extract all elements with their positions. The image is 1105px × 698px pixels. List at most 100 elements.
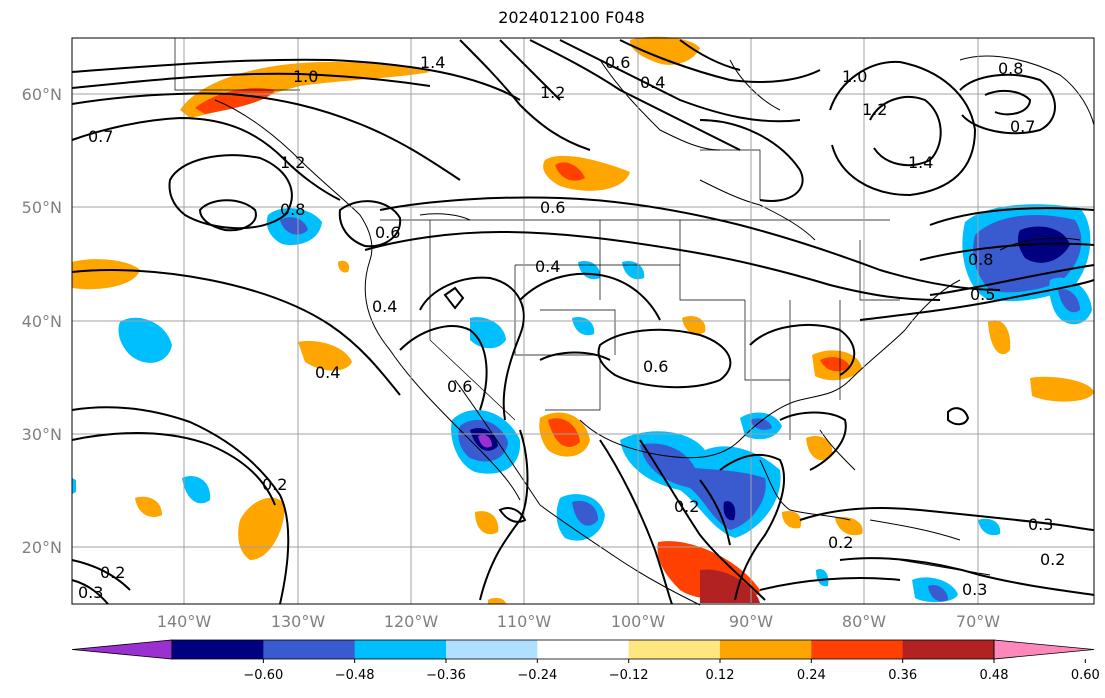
shade-positive	[543, 155, 630, 191]
lon-label: 80°W	[842, 612, 886, 631]
colorbar-swatch	[537, 640, 630, 659]
contour-label: 0.7	[88, 127, 113, 146]
shade-positive	[700, 569, 760, 603]
colorbar-swatch	[354, 640, 447, 659]
lat-label: 50°N	[22, 198, 62, 217]
longitude-axis: 140°W 130°W 120°W 110°W 100°W 90°W 80°W …	[157, 612, 1000, 631]
shade-negative	[816, 568, 829, 587]
contour-label: 0.8	[998, 59, 1023, 78]
colorbar-tick-label: −0.48	[335, 668, 375, 683]
contour-label: 1.4	[908, 153, 933, 172]
contour-label: 0.2	[828, 533, 853, 552]
shade-positive	[555, 162, 585, 181]
colorbar-swatch	[628, 640, 721, 659]
shade-positive	[72, 259, 140, 290]
colorbar-tick-label: 0.12	[706, 668, 735, 683]
shade-positive	[988, 320, 1011, 355]
shade-negative	[578, 260, 601, 280]
colorbar-swatch	[263, 640, 356, 659]
contour-lines	[71, 39, 1095, 605]
contour-label: 0.4	[640, 73, 665, 92]
colorbar-tick-label: 0.36	[888, 668, 917, 683]
coastlines	[214, 55, 1095, 606]
shade-positive	[806, 436, 833, 461]
lon-label: 120°W	[384, 612, 439, 631]
contour-label: 0.4	[372, 297, 397, 316]
contour-label: 0.3	[78, 583, 103, 602]
contour-label: 0.3	[962, 580, 987, 599]
lat-label: 20°N	[22, 538, 62, 557]
shade-positive	[548, 418, 580, 447]
colorbar-extend-high	[993, 639, 1095, 660]
shade-positive	[298, 340, 352, 371]
contour-label: 1.4	[420, 53, 445, 72]
contour-label: 0.6	[375, 223, 400, 242]
shade-positive	[835, 516, 863, 536]
colorbar-swatch	[720, 640, 812, 659]
shade-positive	[630, 36, 700, 65]
shade-negative	[572, 500, 598, 526]
contour-label: 0.2	[100, 563, 125, 582]
shade-negative	[928, 584, 948, 602]
contour-label: 0.5	[970, 285, 995, 304]
lat-label: 30°N	[22, 425, 62, 444]
contour-label: 0.8	[280, 200, 305, 219]
shade-negative	[978, 518, 1001, 536]
shaded-field	[72, 36, 1094, 604]
lat-label: 60°N	[22, 85, 62, 104]
shade-negative	[470, 317, 506, 349]
colorbar-tick-label: 0.48	[980, 668, 1009, 683]
map-frame	[71, 37, 1095, 605]
colorbar-tick-label: −0.12	[609, 668, 649, 683]
shade-positive	[338, 260, 350, 273]
shade-positive	[782, 510, 802, 529]
contour-label: 0.6	[605, 53, 630, 72]
shade-negative	[750, 418, 772, 430]
contour-label: 0.2	[674, 497, 699, 516]
shade-positive	[475, 511, 499, 535]
latitude-axis: 60°N 50°N 40°N 30°N 20°N	[22, 85, 62, 557]
shade-negative	[572, 316, 595, 336]
shade-negative	[72, 478, 76, 494]
shade-positive	[820, 357, 850, 372]
contour-label: 1.0	[842, 67, 867, 86]
lon-label: 140°W	[157, 612, 212, 631]
colorbar-tick-label: 0.60	[1071, 668, 1100, 683]
shade-negative	[723, 501, 736, 521]
contour-label: 0.4	[315, 363, 340, 382]
shade-positive	[180, 62, 430, 118]
contour-label: 1.0	[293, 67, 318, 86]
contour-label: 0.6	[540, 198, 565, 217]
shade-negative	[1058, 289, 1080, 313]
contour-label: 1.2	[540, 83, 565, 102]
shade-negative	[280, 217, 308, 235]
contour-label: 1.2	[280, 153, 305, 172]
contour-label: 0.6	[643, 357, 668, 376]
shade-negative	[478, 434, 492, 448]
contour-label: 0.2	[262, 475, 287, 494]
shade-positive	[238, 497, 285, 560]
lat-label: 40°N	[22, 312, 62, 331]
colorbar-swatch	[172, 640, 264, 659]
political-boundaries	[174, 38, 900, 440]
colorbar-extend-low	[71, 639, 173, 660]
lon-label: 100°W	[611, 612, 666, 631]
colorbar-tick-label: −0.24	[517, 668, 557, 683]
colorbar-swatch	[446, 640, 538, 659]
contour-label: 1.2	[862, 100, 887, 119]
colorbar-tick-label: −0.36	[426, 668, 466, 683]
colorbar-swatch	[902, 640, 995, 659]
colorbar-swatch	[811, 640, 904, 659]
contour-label: 0.2	[1040, 550, 1065, 569]
shade-positive	[195, 88, 275, 114]
colorbar-tick-label: −0.60	[243, 668, 283, 683]
contour-label: 0.7	[1010, 117, 1035, 136]
lon-label: 130°W	[271, 612, 326, 631]
colorbar-outline	[171, 639, 995, 660]
lon-label: 90°W	[729, 612, 773, 631]
colorbar: −0.60 −0.48 −0.36 −0.24 −0.12 0.12 0.24 0.36 0.4…	[71, 639, 1100, 683]
map-title: 2024012100 F048	[498, 8, 645, 27]
shade-negative	[622, 260, 645, 280]
contour-labels: 1.0 1.4 0.7 1.2 1.2 0.8 0.6 0.4 0.6 0.4 …	[78, 53, 1065, 602]
